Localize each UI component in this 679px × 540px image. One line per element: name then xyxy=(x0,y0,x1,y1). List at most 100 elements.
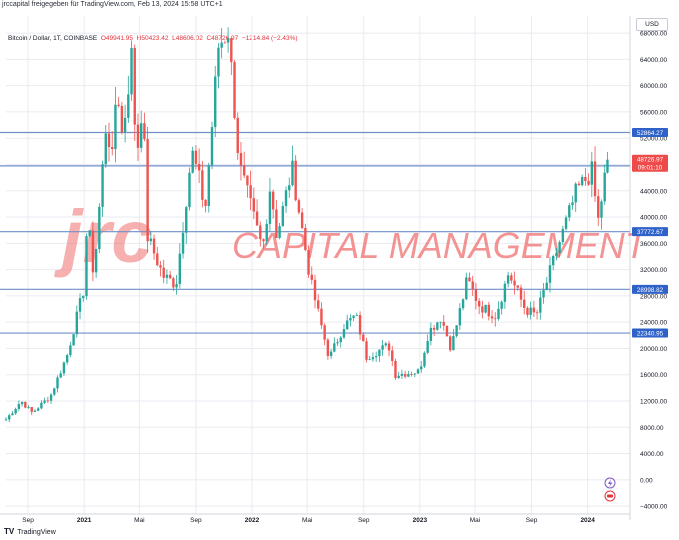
candle-body xyxy=(371,357,375,360)
candle-body xyxy=(265,223,268,242)
candle-body xyxy=(432,327,436,330)
tradingview-logo-icon[interactable]: TV xyxy=(4,527,15,536)
candle-body xyxy=(342,329,346,338)
candle-body xyxy=(555,253,558,256)
candle-body xyxy=(352,315,355,318)
candle-body xyxy=(577,183,581,186)
time-tick-label: 2021 xyxy=(77,517,92,524)
candle-body xyxy=(82,296,85,299)
level-label: 22340.95 xyxy=(637,331,664,338)
candle-body xyxy=(600,201,603,218)
candle-body xyxy=(130,47,133,95)
symbol-name[interactable]: Bitcoin / Dollar, 1T, COINBASE xyxy=(8,35,98,42)
time-tick-label: 2023 xyxy=(413,517,428,524)
candle-body xyxy=(181,232,185,254)
candle-body xyxy=(101,164,104,207)
price-tick-label: 20000.00 xyxy=(640,346,667,353)
time-tick-label: Sep xyxy=(22,517,34,524)
candle-body xyxy=(72,334,75,346)
candle-body xyxy=(590,161,594,185)
candle-body xyxy=(403,373,407,377)
legend-low: L48606.02 xyxy=(172,35,203,42)
candle-body xyxy=(603,172,606,202)
candle-body xyxy=(14,408,17,414)
candle-body xyxy=(561,228,565,243)
candle-body xyxy=(98,206,101,250)
candle-body xyxy=(204,199,207,206)
candle-body xyxy=(69,345,72,356)
candle-body xyxy=(513,280,516,286)
current-price-box xyxy=(632,154,668,172)
candle-body xyxy=(300,212,304,228)
candle-body xyxy=(400,373,404,376)
candle-body xyxy=(323,325,326,340)
candle-body xyxy=(175,284,178,288)
candle-body xyxy=(194,150,198,164)
candle-body xyxy=(310,274,313,280)
candle-body xyxy=(551,255,555,266)
candle-body xyxy=(587,181,590,185)
candle-body xyxy=(506,275,510,284)
candle-body xyxy=(374,356,378,358)
level-label-box xyxy=(632,284,668,294)
candle-body xyxy=(542,290,545,298)
candle-body xyxy=(8,415,11,420)
candle-body xyxy=(307,250,310,275)
price-tick-label: 40000.00 xyxy=(640,215,667,222)
currency-selector[interactable]: USD xyxy=(636,18,668,31)
price-tick-label: 52000.00 xyxy=(640,136,667,143)
price-tick-label: 44000.00 xyxy=(640,188,667,195)
candlestick-series xyxy=(4,27,609,423)
candle-body xyxy=(532,307,536,313)
candle-body xyxy=(355,315,359,316)
candle-body xyxy=(448,336,452,351)
candle-body xyxy=(233,62,236,118)
candle-body xyxy=(246,175,249,186)
candle-body xyxy=(413,373,416,375)
candle-body xyxy=(442,321,445,326)
candle-body xyxy=(117,104,120,106)
candle-body xyxy=(94,249,98,273)
candle-body xyxy=(152,238,156,254)
candle-body xyxy=(416,369,420,374)
candle-body xyxy=(384,343,388,346)
footer-brand[interactable]: TradingView xyxy=(17,529,56,536)
candle-body xyxy=(168,274,172,279)
candle-body xyxy=(275,209,278,238)
chart-grid xyxy=(0,16,631,520)
candle-body xyxy=(259,225,262,240)
candle-body xyxy=(365,341,368,360)
candle-body xyxy=(53,388,56,395)
alert-icons[interactable] xyxy=(604,477,616,502)
candle-body xyxy=(487,304,491,317)
candle-body xyxy=(326,339,330,356)
price-tick-label: 60000.00 xyxy=(640,83,667,90)
candle-body xyxy=(4,419,8,421)
candle-body xyxy=(481,306,484,313)
candle-body xyxy=(236,117,239,153)
candle-body xyxy=(281,206,285,227)
candle-body xyxy=(210,127,214,166)
candle-body xyxy=(378,349,381,357)
current-price-label: 48726.97 xyxy=(637,157,664,164)
candle-body xyxy=(455,325,458,337)
time-tick-label: 2024 xyxy=(580,517,595,524)
candle-body xyxy=(284,190,288,207)
candle-body xyxy=(207,165,210,206)
candle-body xyxy=(468,277,471,282)
candle-body xyxy=(410,374,413,375)
candle-body xyxy=(136,124,140,148)
candle-body xyxy=(317,300,320,309)
candle-body xyxy=(426,340,429,353)
legend-change: −1214.84 (−2.43%) xyxy=(241,35,298,42)
candle-body xyxy=(91,230,95,273)
candle-body xyxy=(146,139,149,242)
candle-body xyxy=(17,404,21,409)
candle-body xyxy=(597,196,600,218)
candle-body xyxy=(24,401,27,408)
countdown-label: 09:01:10 xyxy=(638,165,663,172)
time-tick-label: Mai xyxy=(302,517,312,524)
candle-body xyxy=(165,274,169,278)
candle-body xyxy=(503,283,507,302)
